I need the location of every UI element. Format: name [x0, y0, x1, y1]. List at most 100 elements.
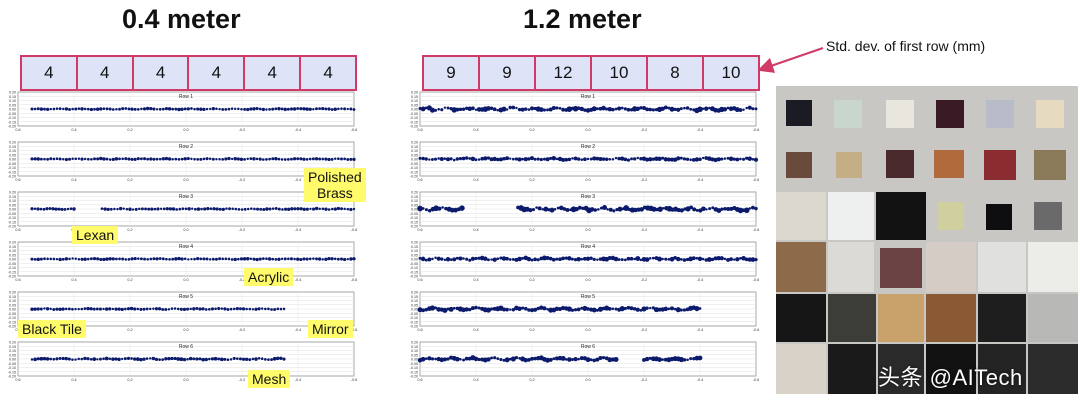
x-tick-label: -0.4	[295, 128, 302, 132]
x-tick-label: 0.0	[183, 328, 188, 332]
data-point	[663, 105, 668, 110]
data-point	[630, 157, 633, 161]
data-point	[686, 358, 689, 362]
data-point	[221, 107, 225, 111]
data-point	[74, 358, 77, 361]
data-point	[193, 257, 196, 261]
data-point	[139, 357, 143, 362]
data-point	[530, 356, 534, 361]
data-point	[548, 357, 553, 362]
data-point	[327, 257, 331, 261]
x-tick-label: -0.4	[295, 278, 302, 282]
data-point	[573, 156, 578, 161]
data-point	[100, 207, 104, 210]
data-point	[632, 307, 637, 311]
data-point	[226, 358, 230, 362]
data-point	[477, 256, 481, 260]
data-point	[62, 158, 65, 161]
data-point	[418, 156, 422, 160]
data-point	[240, 208, 244, 211]
material-sample	[934, 150, 964, 178]
data-point	[49, 107, 52, 111]
data-point	[186, 357, 189, 361]
material-sample	[978, 344, 1026, 394]
data-point	[648, 157, 653, 162]
data-point	[493, 356, 497, 360]
std-dev-cell: 4	[245, 57, 302, 89]
data-point	[735, 257, 740, 262]
x-tick-label: -0.2	[641, 228, 648, 232]
data-point	[682, 308, 687, 312]
data-point	[39, 157, 43, 161]
data-point	[340, 107, 343, 110]
y-tick-label: 0.05	[9, 353, 16, 357]
data-point	[701, 257, 705, 261]
x-tick-label: 0.6	[15, 378, 20, 382]
data-point	[558, 205, 564, 211]
y-tick-label: 0.05	[9, 203, 16, 207]
data-point	[614, 156, 618, 160]
data-point	[180, 157, 184, 161]
x-tick-label: 0.6	[15, 178, 20, 182]
data-point	[64, 257, 69, 261]
data-point	[211, 257, 215, 261]
data-point	[467, 106, 473, 112]
data-point	[33, 107, 37, 111]
data-point	[474, 256, 478, 261]
data-point	[436, 256, 441, 261]
subplot-title: Row 3	[179, 194, 193, 200]
data-point	[171, 207, 176, 211]
data-point	[561, 107, 566, 112]
data-point	[283, 257, 287, 261]
y-tick-label: -0.15	[410, 270, 418, 274]
data-point	[312, 207, 316, 211]
data-point	[60, 207, 64, 211]
data-point	[143, 257, 146, 261]
data-point	[230, 107, 234, 110]
data-point	[52, 257, 56, 261]
data-point	[227, 107, 231, 111]
data-point	[49, 307, 52, 311]
data-point	[159, 207, 163, 211]
data-point	[126, 307, 131, 311]
material-sample	[786, 152, 812, 178]
data-point	[635, 307, 640, 312]
data-point	[177, 157, 181, 161]
data-point	[723, 257, 727, 261]
data-point	[723, 157, 727, 160]
data-point	[346, 257, 349, 261]
data-point	[545, 157, 550, 162]
data-point	[330, 157, 334, 161]
y-tick-label: 0.00	[9, 158, 16, 162]
data-point	[293, 257, 296, 261]
data-point	[215, 207, 219, 211]
y-tick-label: -0.20	[8, 225, 16, 229]
data-point	[662, 206, 665, 210]
data-point	[262, 207, 266, 212]
y-tick-label: 0.15	[9, 95, 16, 99]
data-point	[748, 207, 752, 210]
y-tick-label: -0.05	[8, 212, 16, 216]
data-point	[330, 108, 334, 111]
y-tick-label: 0.15	[9, 195, 16, 199]
material-sample	[1034, 150, 1066, 180]
data-point	[719, 256, 724, 261]
data-point	[104, 307, 109, 311]
material-sample	[1028, 344, 1078, 394]
x-tick-label: 0.2	[529, 378, 534, 382]
data-point	[153, 207, 157, 211]
data-point	[505, 256, 509, 261]
data-point	[623, 258, 627, 262]
data-point	[685, 157, 690, 161]
data-point	[210, 357, 215, 361]
data-point	[689, 357, 693, 361]
data-point	[514, 356, 519, 360]
data-point	[115, 108, 118, 111]
data-point	[657, 307, 662, 312]
data-point	[698, 157, 702, 161]
data-point	[657, 156, 662, 161]
subplot-title: Row 4	[581, 244, 595, 250]
material-sample	[786, 100, 812, 126]
data-point	[228, 207, 231, 211]
data-point	[614, 107, 618, 111]
